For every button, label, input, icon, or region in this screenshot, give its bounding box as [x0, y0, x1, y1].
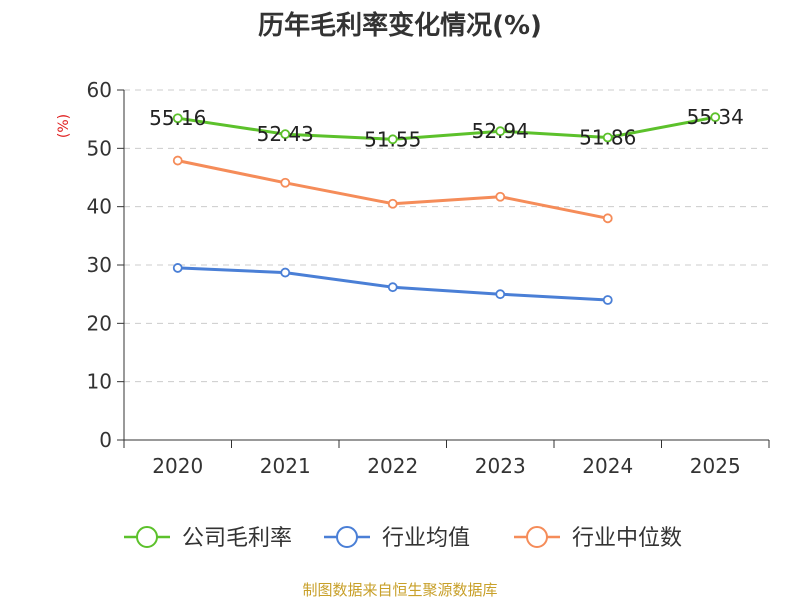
- point-s2-2024: [602, 213, 613, 224]
- point-s2-2022: [387, 198, 398, 209]
- y-tick-label-0: 0: [99, 428, 112, 452]
- point-s2-2021: [280, 177, 291, 188]
- y-tick-label-10: 10: [87, 370, 112, 394]
- legend-item-2: 行业中位数: [514, 526, 682, 551]
- point-s0-2023: [495, 126, 506, 137]
- data-label-2020: 55.16: [149, 106, 206, 130]
- series-line-2: [177, 159, 609, 220]
- legend-marker-2: [526, 526, 548, 548]
- x-tick-labels: 2020 2021 2022 2023 2024 2025: [152, 454, 740, 478]
- axes: [117, 89, 770, 448]
- x-tick-label-2025: 2025: [690, 454, 741, 478]
- legend-item-0: 公司毛利率: [124, 526, 292, 551]
- data-source-note: 制图数据来自恒生聚源数据库: [302, 581, 497, 599]
- y-tick-label-60: 60: [87, 78, 112, 102]
- legend-label-0: 公司毛利率: [182, 526, 292, 551]
- series-layer: [172, 112, 721, 305]
- point-s0-2024: [602, 132, 613, 143]
- legend-label-1: 行业均值: [382, 526, 470, 551]
- legend-item-1: 行业均值: [324, 526, 470, 551]
- legend-label-2: 行业中位数: [572, 526, 682, 551]
- data-label-2022: 51.55: [364, 127, 421, 151]
- x-tick-label-2023: 2023: [475, 454, 526, 478]
- point-s1-2024: [602, 295, 613, 305]
- x-tick-label-2024: 2024: [582, 454, 633, 478]
- x-tick-label-2020: 2020: [152, 454, 203, 478]
- data-labels: 55.16 52.43 51.55 52.94 51.86 55.34: [149, 105, 744, 151]
- data-label-2024: 51.86: [579, 125, 636, 149]
- point-s0-2020: [172, 113, 183, 124]
- point-s0-2025: [710, 112, 721, 123]
- series-line-0: [177, 115, 716, 141]
- y-tick-label-30: 30: [87, 253, 112, 277]
- chart-title: 历年毛利率变化情况(%): [258, 10, 542, 41]
- legend-marker-1: [336, 526, 358, 548]
- y-tick-label-40: 40: [87, 195, 112, 219]
- data-label-2021: 52.43: [257, 122, 314, 146]
- point-s1-2020: [172, 263, 183, 273]
- point-s2-2020: [172, 155, 183, 166]
- legend: 公司毛利率 行业均值 行业中位数: [124, 526, 682, 551]
- point-s1-2023: [495, 289, 506, 300]
- y-tick-labels: 0 10 20 30 40 50 60: [87, 78, 112, 452]
- point-s0-2021: [280, 129, 291, 140]
- point-s1-2021: [280, 267, 291, 278]
- gridlines: [124, 89, 769, 383]
- y-tick-label-50: 50: [87, 136, 112, 160]
- data-label-2025: 55.34: [687, 105, 744, 129]
- x-tick-label-2022: 2022: [367, 454, 418, 478]
- x-tick-label-2021: 2021: [260, 454, 311, 478]
- point-s1-2022: [387, 282, 398, 293]
- y-tick-label-20: 20: [87, 311, 112, 335]
- point-s0-2022: [387, 134, 398, 145]
- legend-marker-0: [136, 526, 158, 548]
- point-s2-2023: [495, 191, 506, 202]
- y-axis-unit: (%): [56, 114, 72, 138]
- data-label-2023: 52.94: [472, 119, 529, 143]
